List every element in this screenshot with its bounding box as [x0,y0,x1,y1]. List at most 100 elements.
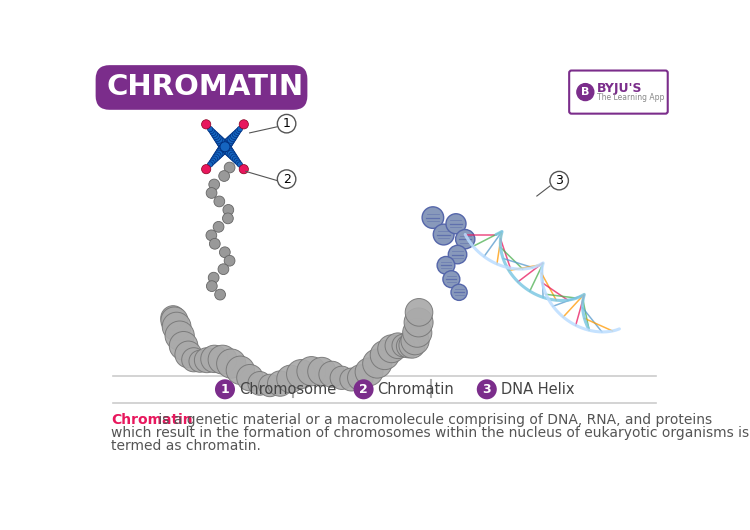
Circle shape [401,326,429,355]
Circle shape [448,245,466,264]
Circle shape [259,374,281,396]
Text: Chromatin: Chromatin [377,382,454,397]
Text: 1: 1 [283,117,290,130]
Circle shape [268,371,292,396]
Text: The Learning App: The Learning App [597,93,664,102]
Circle shape [353,379,374,399]
Circle shape [239,120,248,129]
Circle shape [213,222,224,232]
Text: B: B [581,87,590,97]
Circle shape [577,84,594,101]
Circle shape [209,238,220,249]
Text: 2: 2 [359,383,368,396]
Circle shape [433,224,454,245]
Ellipse shape [229,134,236,142]
Circle shape [182,348,206,372]
Ellipse shape [236,160,242,165]
Ellipse shape [222,144,232,154]
Text: Chromatin: Chromatin [111,413,193,427]
Ellipse shape [226,148,234,157]
Ellipse shape [212,154,220,161]
Ellipse shape [216,148,224,157]
Text: 3: 3 [482,383,491,396]
Text: Chromosome: Chromosome [238,382,336,397]
Circle shape [206,188,217,198]
Circle shape [160,307,188,334]
Circle shape [308,357,336,385]
Circle shape [403,318,432,347]
Circle shape [370,340,399,369]
Circle shape [175,341,202,368]
Text: which result in the formation of chromosomes within the nucleus of eukaryotic or: which result in the formation of chromos… [111,426,749,440]
Circle shape [209,272,219,283]
Ellipse shape [210,129,216,136]
Circle shape [194,348,219,373]
Circle shape [319,361,345,387]
Ellipse shape [217,146,226,155]
Circle shape [226,356,254,384]
Circle shape [340,368,363,391]
Text: CHROMATIN: CHROMATIN [106,74,304,101]
Circle shape [278,170,296,188]
Circle shape [160,306,185,330]
Circle shape [162,307,184,329]
Text: is a genetic material or a macromolecule comprising of DNA, RNA, and proteins: is a genetic material or a macromolecule… [154,413,712,427]
Circle shape [218,264,229,275]
Text: 3: 3 [555,174,563,187]
Circle shape [224,255,235,266]
Ellipse shape [222,139,232,149]
Ellipse shape [237,126,242,132]
Circle shape [237,365,263,391]
Circle shape [550,171,568,190]
Circle shape [208,345,237,374]
Circle shape [219,171,230,181]
Ellipse shape [208,126,213,132]
Ellipse shape [232,131,239,137]
Ellipse shape [224,138,233,147]
Circle shape [162,312,191,341]
Circle shape [392,334,415,357]
Ellipse shape [232,156,239,163]
Circle shape [215,379,235,399]
Ellipse shape [224,146,233,155]
Circle shape [477,379,496,399]
Ellipse shape [218,139,228,149]
Circle shape [206,230,217,241]
Circle shape [224,162,235,173]
Circle shape [443,271,460,288]
Text: 2: 2 [283,173,290,185]
Circle shape [397,334,420,358]
Circle shape [220,247,230,258]
Circle shape [278,114,296,133]
Ellipse shape [226,137,234,145]
FancyBboxPatch shape [569,70,668,113]
Ellipse shape [236,128,242,134]
Circle shape [165,321,194,350]
Circle shape [385,333,411,359]
Ellipse shape [218,144,228,154]
Circle shape [239,164,248,174]
Circle shape [201,345,228,373]
Circle shape [437,257,454,274]
Circle shape [378,335,406,363]
Ellipse shape [234,129,240,136]
Text: termed as chromatin.: termed as chromatin. [111,439,261,453]
Ellipse shape [209,160,214,165]
Text: DNA Helix: DNA Helix [501,382,574,397]
Ellipse shape [210,158,216,164]
Circle shape [223,213,233,224]
Ellipse shape [234,158,240,164]
Circle shape [422,207,444,228]
Ellipse shape [211,156,218,163]
Circle shape [223,205,234,215]
Circle shape [404,308,433,337]
Circle shape [277,365,304,393]
Circle shape [170,331,198,360]
Circle shape [206,281,218,292]
Circle shape [214,196,225,207]
Circle shape [355,358,383,386]
Circle shape [286,359,316,388]
Ellipse shape [217,138,226,147]
Circle shape [451,284,467,301]
Circle shape [202,164,211,174]
